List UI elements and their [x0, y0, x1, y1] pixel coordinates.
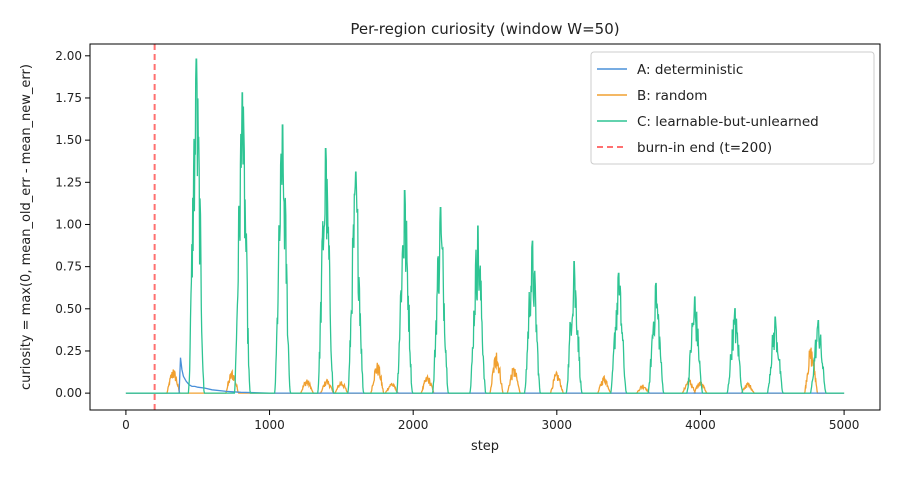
legend-label: C: learnable-but-unlearned	[637, 114, 819, 130]
x-tick-label: 5000	[829, 418, 860, 432]
legend-box	[590, 51, 875, 165]
y-tick-label: 1.50	[55, 133, 82, 147]
y-tick-label: 1.75	[55, 91, 82, 105]
y-tick-label: 0.50	[55, 302, 82, 316]
y-tick-label: 0.00	[55, 386, 82, 400]
y-axis-label: curiosity = max(0, mean_old_err - mean_n…	[19, 64, 34, 390]
x-axis-label: step	[471, 439, 499, 454]
series-line-2	[125, 58, 845, 394]
y-tick-label: 1.25	[55, 175, 82, 189]
x-tick-label: 1000	[254, 418, 285, 432]
plot-area: 0 1000 2000 3000 4000 5000 0.00 0.25 0.50 0.75 1.0…	[19, 20, 881, 454]
legend-label: A: deterministic	[637, 62, 743, 78]
legend-label: burn-in end (t=200)	[637, 140, 772, 156]
y-tick-label: 0.25	[55, 344, 82, 358]
y-tick-label: 1.00	[55, 217, 82, 231]
series-line-1	[125, 347, 845, 394]
plot-frame	[89, 43, 881, 411]
series-line-0	[125, 357, 845, 394]
y-tick-label: 2.00	[55, 49, 82, 63]
chart-title: Per-region curiosity (window W=50)	[350, 20, 619, 38]
x-tick-label: 3000	[542, 418, 573, 432]
y-tick-label: 0.75	[55, 260, 82, 274]
x-tick-label: 4000	[685, 418, 716, 432]
x-tick-label: 2000	[398, 418, 429, 432]
x-tick-label: 0	[122, 418, 130, 432]
legend-label: B: random	[637, 88, 707, 104]
